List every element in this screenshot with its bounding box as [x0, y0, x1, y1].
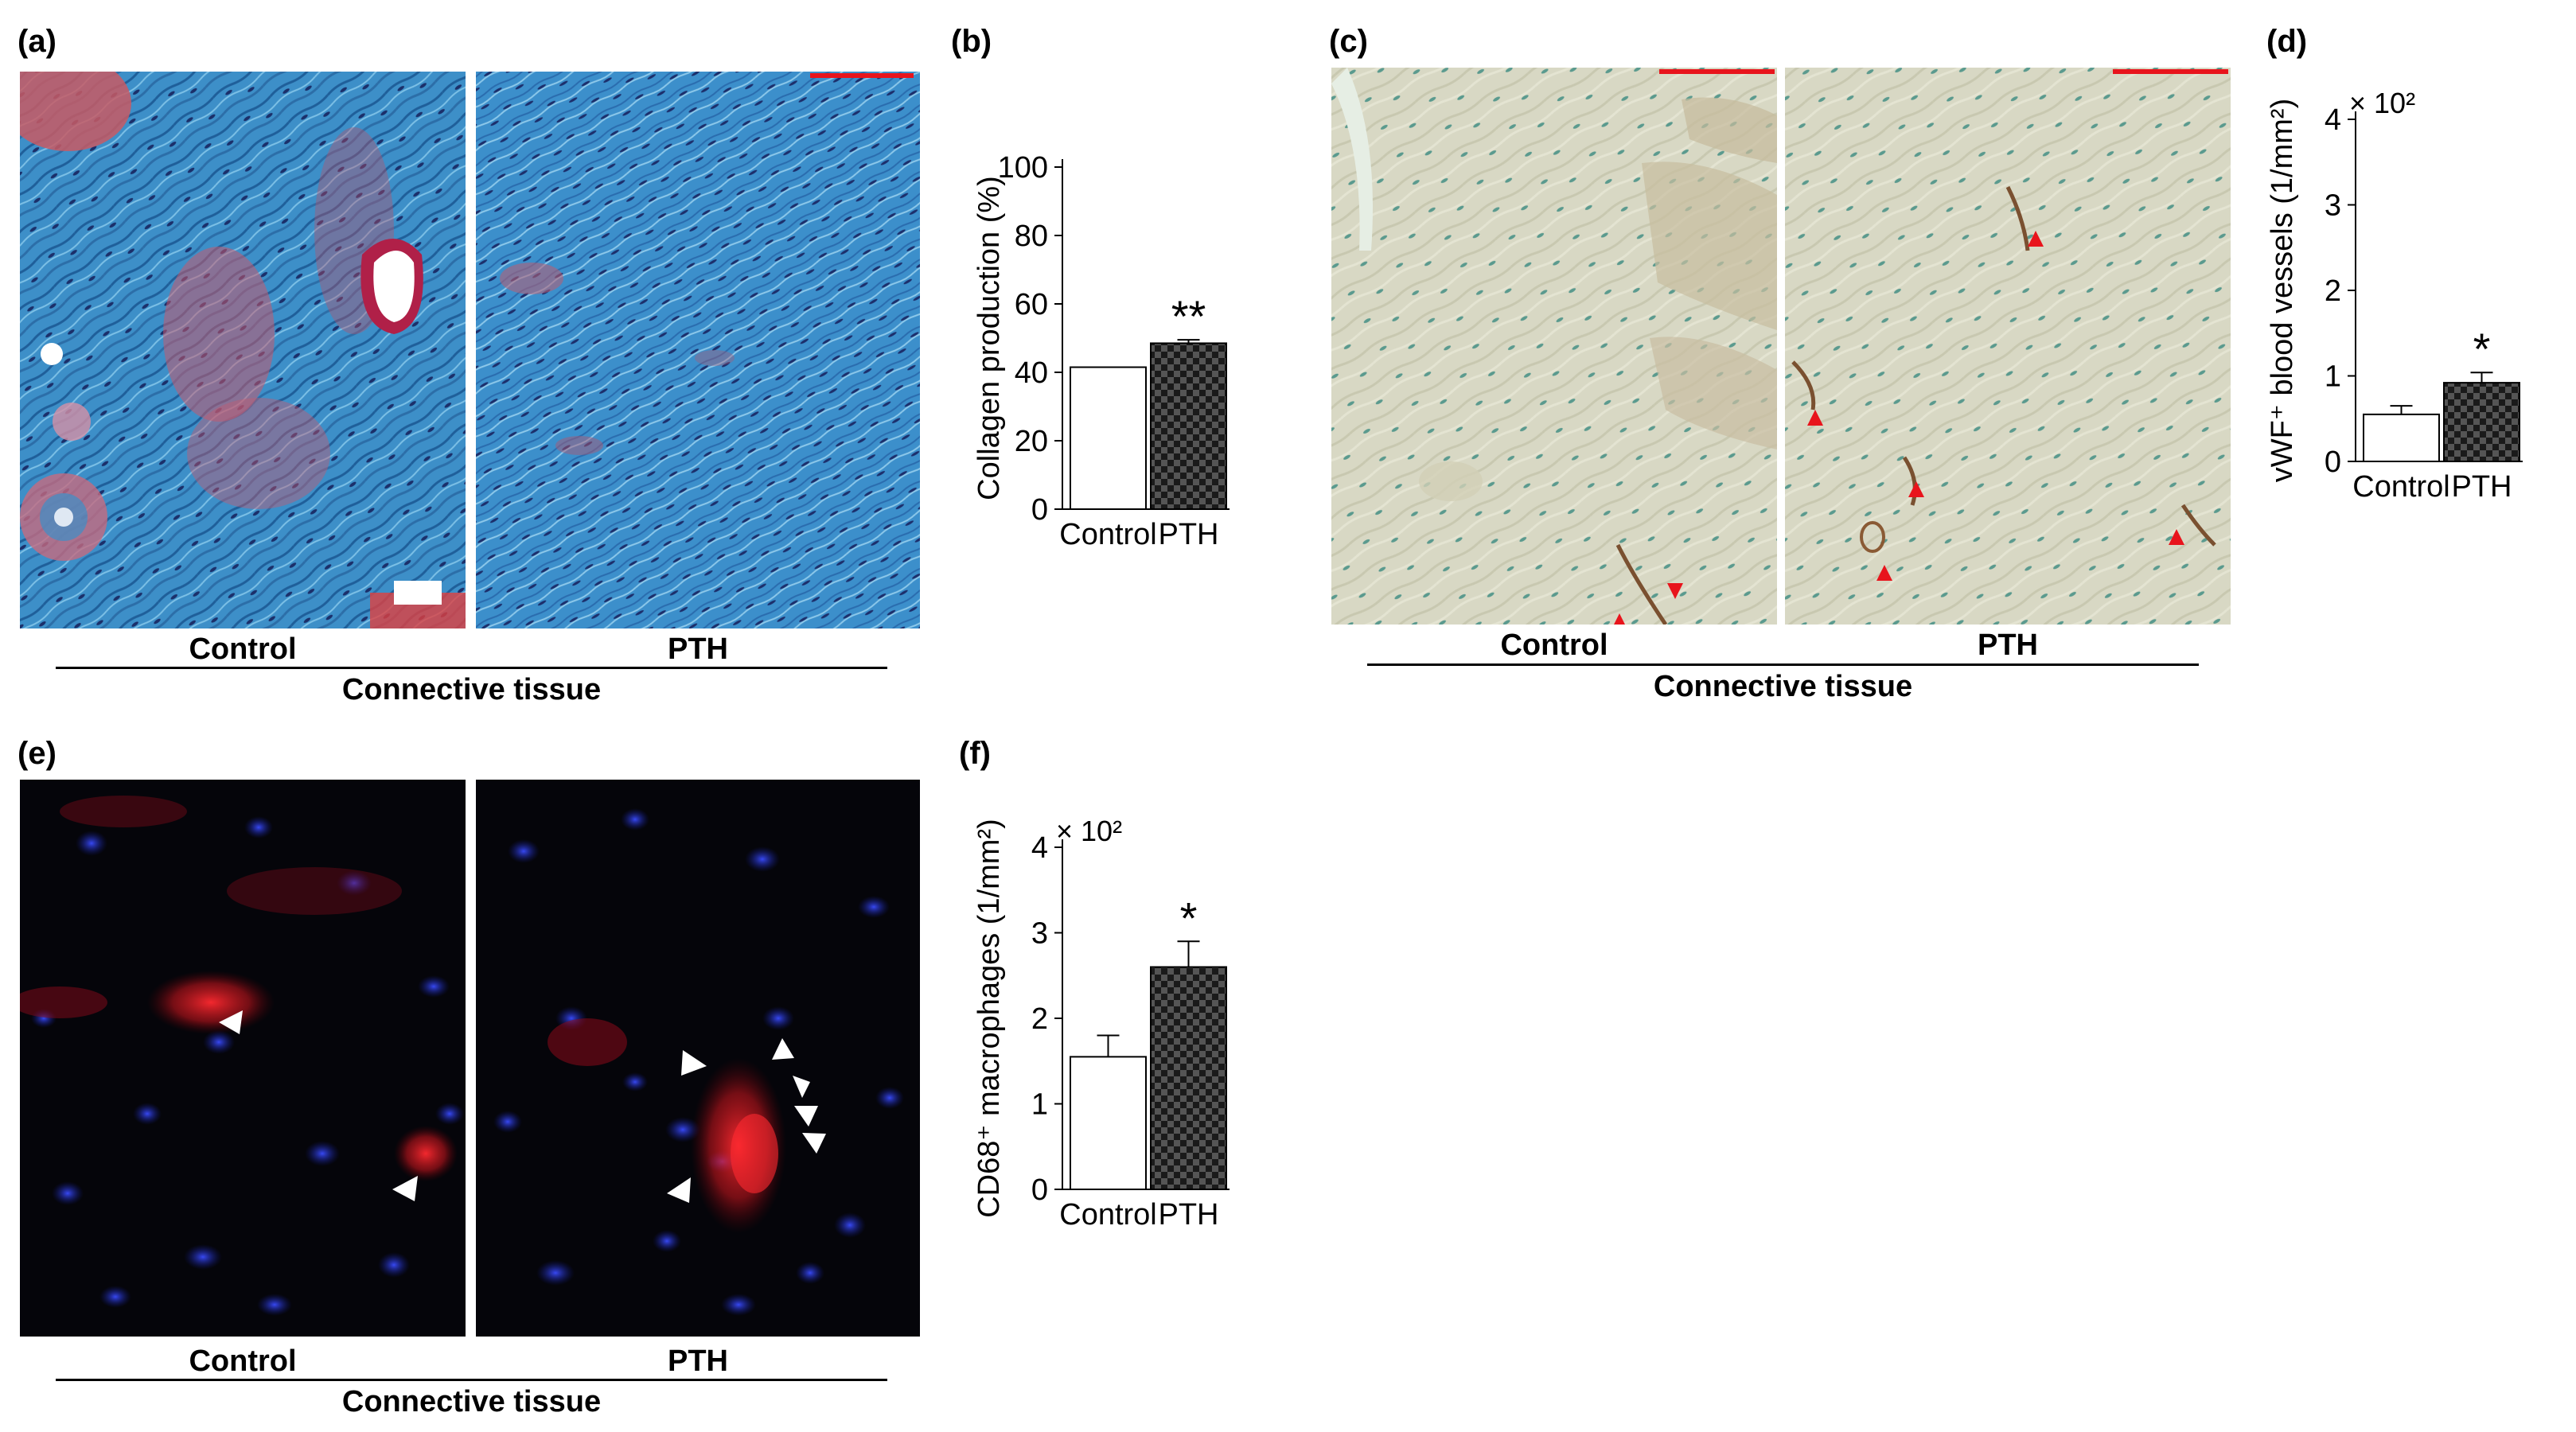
y-tick-label: 60	[1015, 288, 1048, 321]
fluorescence-control-image	[20, 780, 466, 1337]
scale-bar	[1659, 69, 1775, 74]
y-tick-label: 3	[2325, 189, 2341, 223]
scale-bar	[2113, 69, 2228, 74]
y-tick-label: 0	[1031, 1173, 1048, 1207]
y-axis-label: CD68⁺ macrophages (1/mm²)	[972, 819, 1006, 1218]
panel-label-a: (a)	[18, 24, 57, 59]
bar-control	[1070, 1056, 1147, 1190]
bar-control	[1070, 366, 1147, 510]
y-tick-label: 0	[1031, 493, 1048, 527]
y-multiplier-label: × 10²	[2349, 88, 2415, 119]
caption-a-control: Control	[189, 632, 297, 666]
panel-label-c: (c)	[1329, 24, 1368, 59]
group-rule-e	[56, 1379, 887, 1381]
caption-c-pth: PTH	[1978, 628, 2038, 662]
fluorescence-pth-image	[476, 780, 920, 1337]
micrograph-a-pth	[476, 72, 920, 628]
micrograph-e-pth	[476, 780, 920, 1337]
trichrome-pth-image	[476, 72, 920, 628]
group-caption-e: Connective tissue	[341, 1385, 602, 1418]
y-tick-label: 80	[1015, 220, 1048, 253]
caption-e-pth: PTH	[668, 1344, 728, 1378]
micrograph-a-control	[20, 72, 466, 628]
x-category-label: Control	[1059, 1198, 1157, 1232]
caption-e-control: Control	[189, 1344, 297, 1378]
x-category-label: PTH	[1159, 518, 1219, 551]
bar-control	[2363, 413, 2440, 462]
y-tick-label: 100	[998, 151, 1048, 185]
y-tick-label: 4	[1031, 831, 1048, 865]
x-category-label: Control	[2352, 470, 2450, 504]
bar-pth	[1150, 342, 1227, 511]
significance-marker: *	[1180, 893, 1198, 943]
scale-bar	[810, 73, 914, 78]
y-axis-label: vWF⁺ blood vessels (1/mm²)	[2266, 99, 2299, 482]
caption-c-control: Control	[1500, 628, 1608, 662]
x-category-label: PTH	[2452, 470, 2512, 504]
bar-pth	[1150, 966, 1227, 1190]
y-tick-label: 20	[1015, 425, 1048, 458]
y-multiplier-label: × 10²	[1056, 815, 1122, 847]
caption-a-pth: PTH	[668, 632, 728, 666]
panel-label-f: (f)	[959, 736, 991, 771]
x-category-label: PTH	[1159, 1198, 1219, 1232]
ihc-pth-image	[1785, 68, 2231, 625]
y-tick-label: 2	[2325, 274, 2341, 308]
y-axis-label: Collagen production (%)	[972, 176, 1006, 500]
panel-label-d: (d)	[2266, 24, 2308, 59]
y-tick-label: 1	[1031, 1088, 1048, 1122]
significance-marker: **	[1171, 291, 1206, 341]
y-tick-label: 2	[1031, 1002, 1048, 1036]
y-tick-label: 1	[2325, 360, 2341, 394]
trichrome-control-image	[20, 72, 466, 628]
y-tick-label: 4	[2325, 103, 2341, 137]
micrograph-c-control	[1331, 68, 1777, 625]
group-caption-a: Connective tissue	[341, 673, 602, 706]
chart-f: 0 1 2 3 4× 10² CD68⁺ macrophages (1/mm²) Contr…	[972, 815, 1230, 1232]
panel-label-b: (b)	[951, 24, 992, 59]
micrograph-e-control	[20, 780, 466, 1337]
micrograph-c-pth	[1785, 68, 2231, 625]
group-rule-c	[1367, 663, 2199, 666]
x-category-label: Control	[1059, 518, 1157, 551]
y-tick-label: 3	[1031, 917, 1048, 951]
ihc-control-image	[1331, 68, 1777, 625]
chart-d: 0 1 2 3 4 × 10² vWF⁺ blood vessels (1/mm²) Cont…	[2266, 88, 2523, 504]
panel-label-e: (e)	[18, 736, 57, 771]
y-tick-label: 40	[1015, 356, 1048, 390]
group-rule-a	[56, 667, 887, 669]
bar-pth	[2443, 382, 2520, 463]
y-tick-label: 0	[2325, 446, 2341, 479]
group-caption-c: Connective tissue	[1653, 670, 1913, 703]
significance-marker: *	[2473, 324, 2491, 374]
